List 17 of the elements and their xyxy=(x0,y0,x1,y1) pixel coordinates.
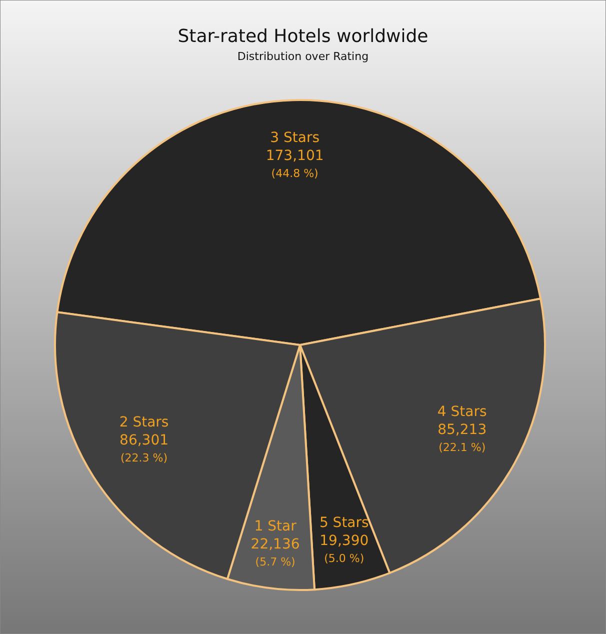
text: (5.0 %) xyxy=(324,552,364,566)
slice-label: 3 Stars xyxy=(270,130,320,146)
chart-subtitle: Distribution over Rating xyxy=(237,50,369,63)
data-label: 22,136 xyxy=(250,536,300,553)
text: (5.7 %) xyxy=(255,556,296,569)
data-label: 86,301 xyxy=(120,432,169,448)
slice-label: 1 Star xyxy=(254,518,297,535)
text: (22.3 %) xyxy=(120,451,168,464)
slice-label: 5 Stars xyxy=(319,515,369,532)
data-label: 85,213 xyxy=(438,422,487,438)
data-label: 19,390 xyxy=(320,533,369,550)
data-label: 173,101 xyxy=(266,148,324,164)
chart-title: Star-rated Hotels worldwide xyxy=(178,26,428,47)
text: (22.1 %) xyxy=(438,441,486,454)
slice-label: 4 Stars xyxy=(437,404,487,420)
slice-label: 2 Stars xyxy=(119,414,169,430)
text: (44.8 %) xyxy=(271,167,318,180)
